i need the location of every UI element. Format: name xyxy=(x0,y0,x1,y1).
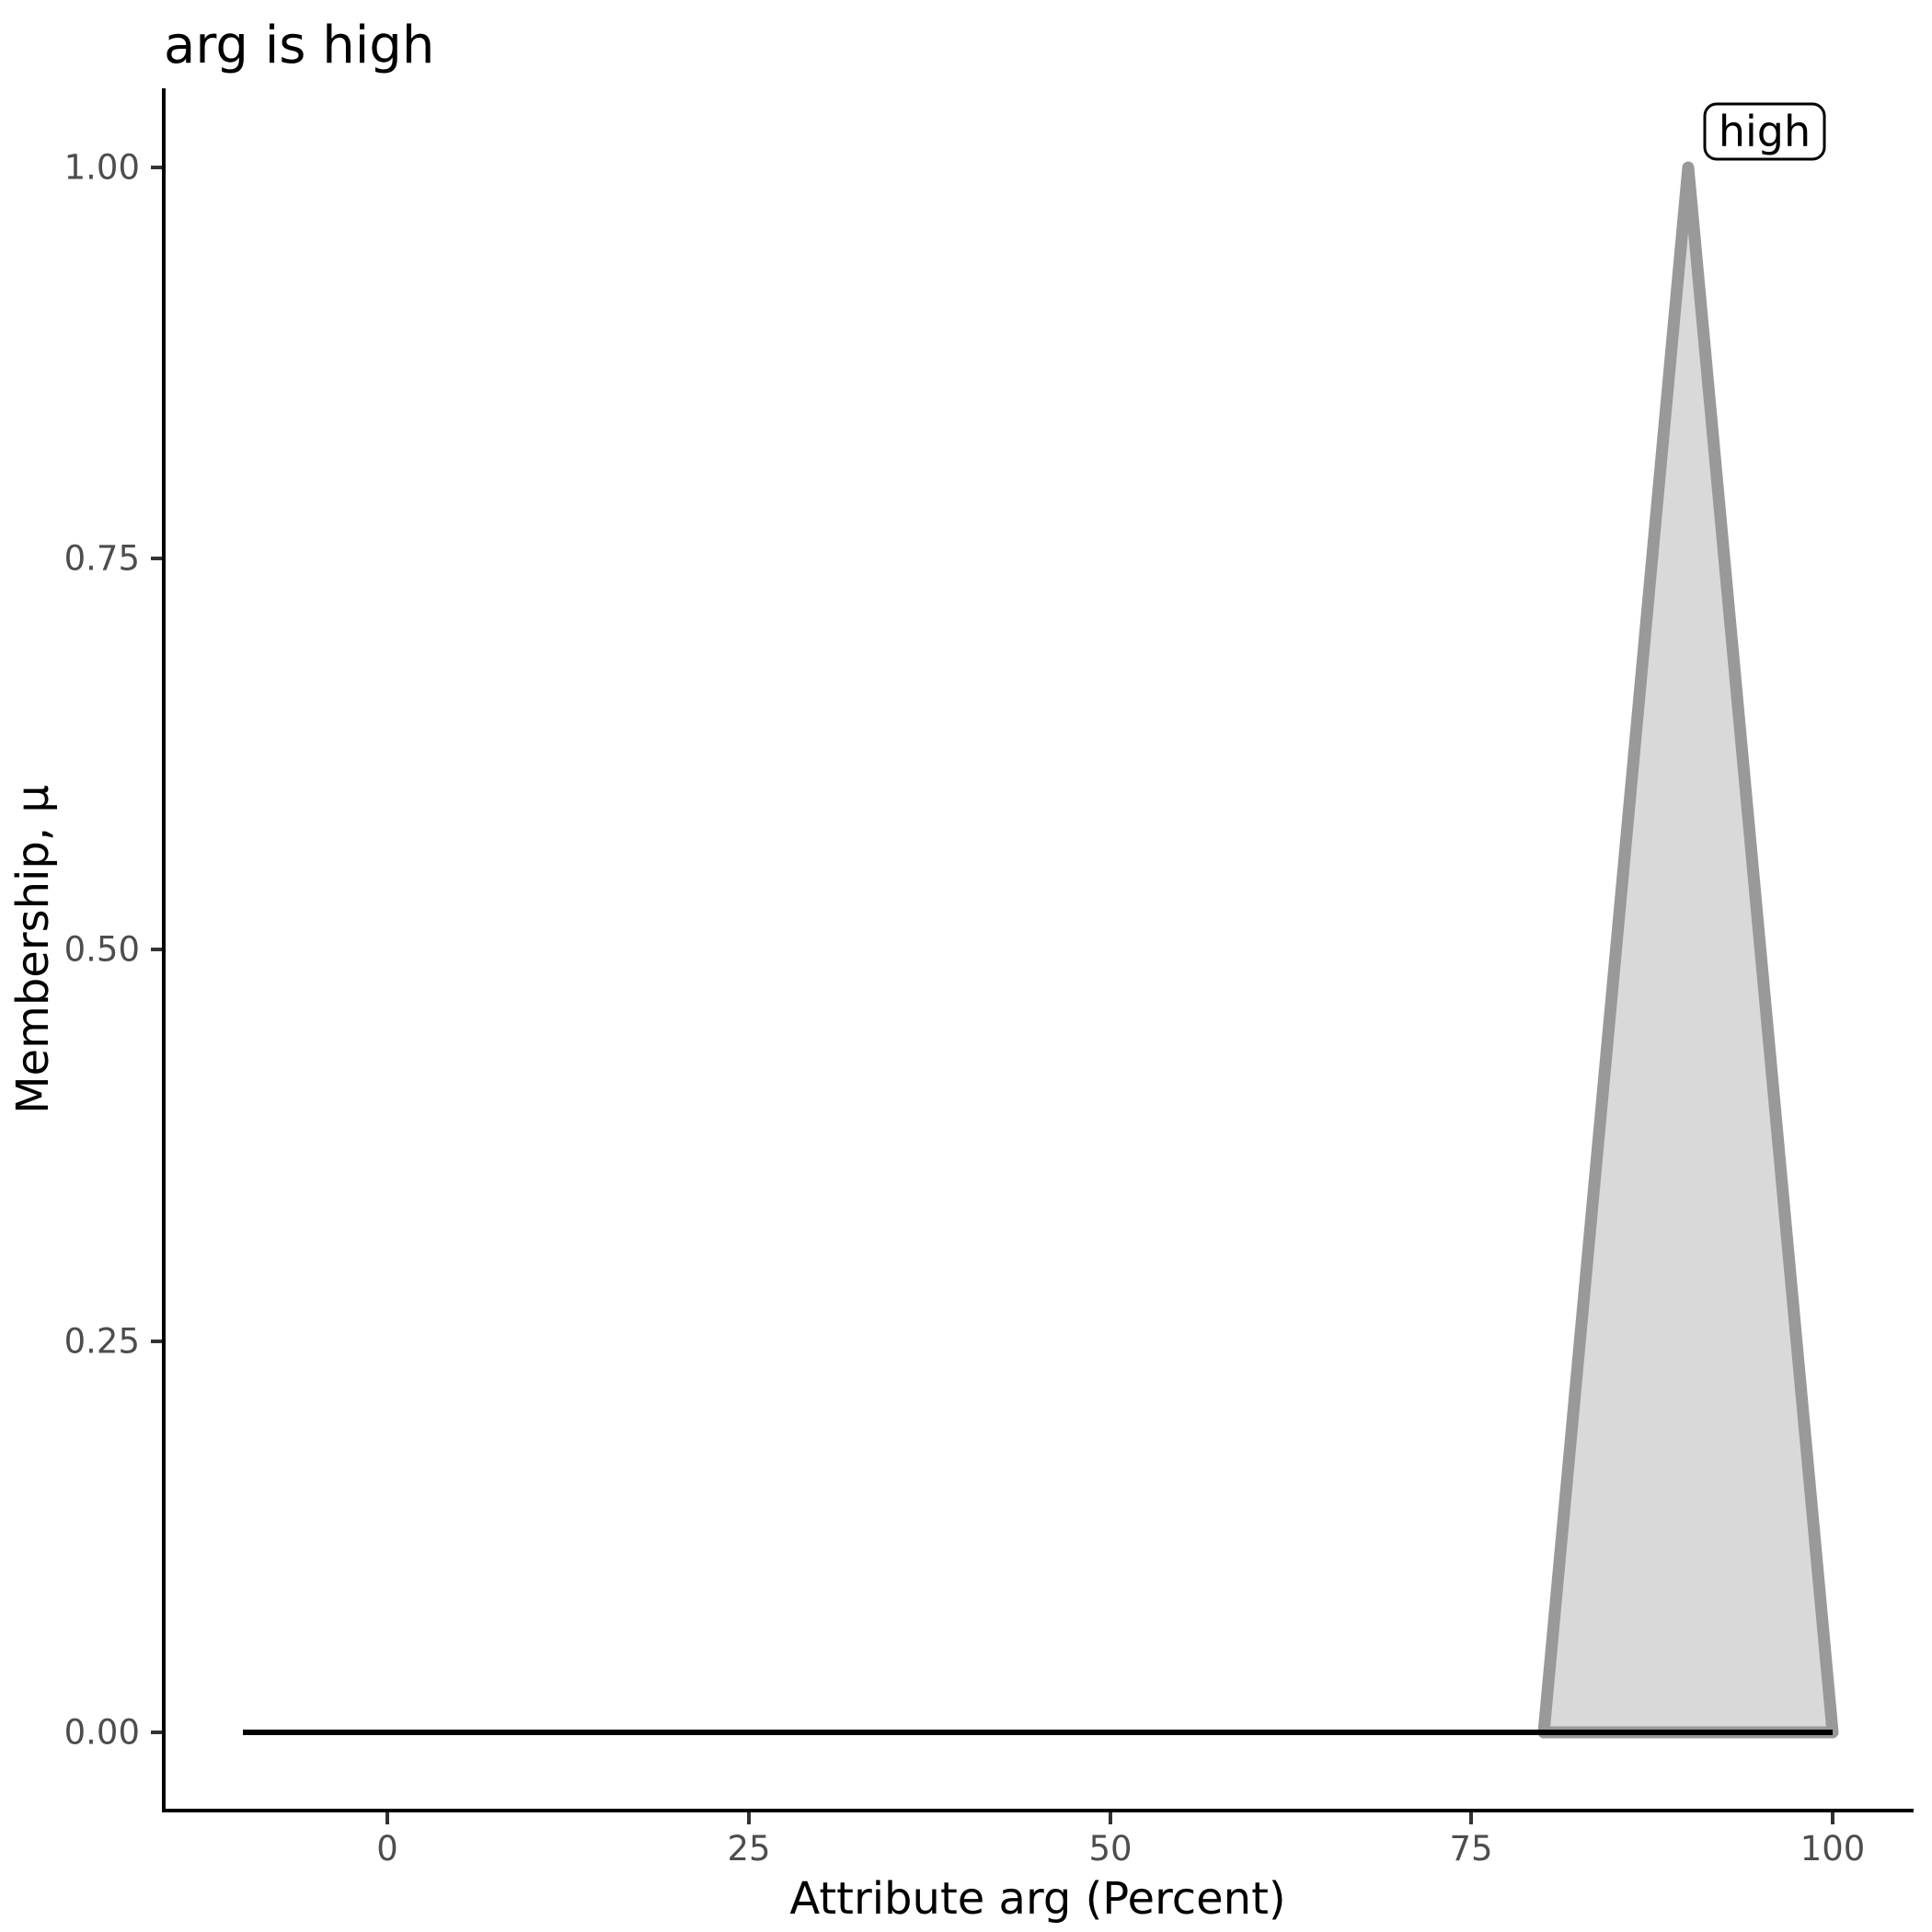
x-tick-label: 50 xyxy=(1088,1829,1132,1869)
x-tick-label: 0 xyxy=(376,1829,398,1869)
x-tick-label: 100 xyxy=(1800,1829,1866,1869)
set-label-text: high xyxy=(1719,107,1811,156)
set-label-high: high xyxy=(1703,102,1826,161)
y-tick-label: 0.00 xyxy=(64,1713,140,1753)
y-tick-label: 0.50 xyxy=(64,930,140,970)
set-label-box xyxy=(1703,102,1826,161)
chart-title: arg is high xyxy=(164,16,434,75)
x-axis-title: Attribute arg (Percent) xyxy=(789,1873,1285,1925)
y-axis-title: Membership, μ xyxy=(7,785,59,1114)
x-tick-label: 25 xyxy=(727,1829,770,1869)
y-axis: 1.00 0.75 0.50 0.25 0.00 xyxy=(64,88,166,1812)
y-tick-label: 1.00 xyxy=(64,148,140,188)
y-tick-label: 0.75 xyxy=(64,539,140,579)
y-tick-label: 0.25 xyxy=(64,1322,140,1362)
x-axis: 0 25 50 75 100 xyxy=(162,1809,1914,1869)
x-tick-label: 75 xyxy=(1449,1829,1492,1869)
